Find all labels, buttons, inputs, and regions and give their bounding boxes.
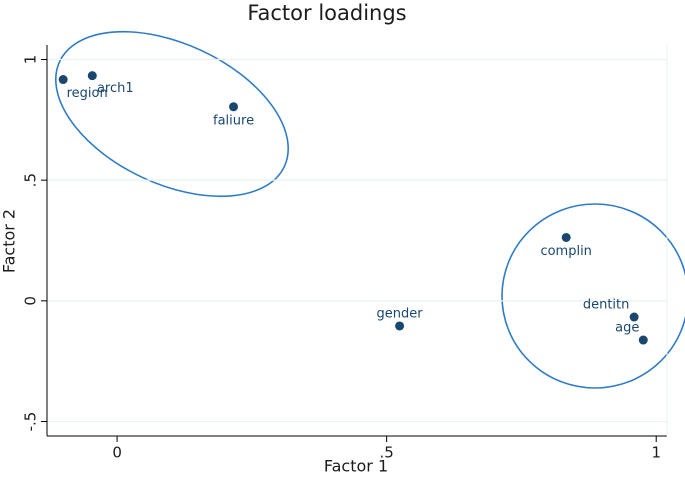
- point: [87, 71, 97, 81]
- x-axis-title: Factor 1: [324, 457, 388, 476]
- point-label: gender: [377, 306, 424, 321]
- point: [638, 335, 648, 345]
- point-label: complin: [540, 244, 591, 259]
- y-tick-label: 0: [22, 296, 40, 306]
- chart-title: Factor loadings: [247, 1, 406, 25]
- x-tick-label: 1: [651, 444, 661, 462]
- cluster-ellipse: [54, 30, 290, 198]
- y-tick-label: 1: [22, 55, 40, 65]
- x-tick-label: .5: [379, 444, 393, 462]
- point: [395, 321, 405, 331]
- point: [561, 232, 571, 242]
- point-label: arch1: [97, 81, 134, 96]
- x-tick-label: 0: [112, 444, 122, 462]
- point-label: region: [67, 86, 108, 101]
- y-tick-label: -.5: [22, 412, 40, 432]
- point: [229, 102, 239, 112]
- point: [629, 312, 639, 322]
- y-tick-label: .5: [22, 173, 40, 187]
- point-label: age: [615, 321, 639, 336]
- cluster-ellipse: [501, 203, 685, 389]
- point-label: dentitn: [583, 298, 630, 313]
- point: [58, 75, 68, 85]
- y-axis-title: Factor 2: [0, 209, 19, 273]
- point-label: faliure: [213, 113, 254, 128]
